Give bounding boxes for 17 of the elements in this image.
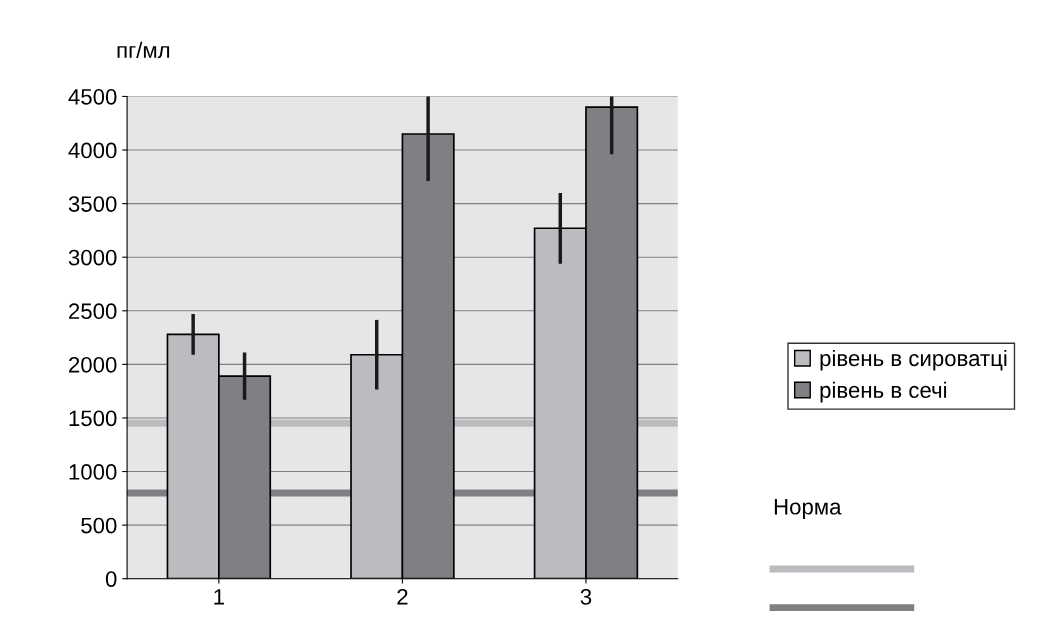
y-tick-label: 2000 (69, 356, 117, 373)
x-tick-label: 2 (397, 589, 408, 605)
y-tick-label: 1000 (69, 464, 117, 480)
y-tick-label: 3000 (68, 249, 117, 266)
y-tick-label: 2500 (69, 303, 117, 320)
legend-label: рівень в сироватці (820, 349, 1007, 371)
y-tick-label: 1500 (69, 410, 117, 427)
y-axis-title: пг/мл (117, 41, 170, 59)
y-tick-label: 3500 (68, 196, 117, 212)
text: Норма (774, 499, 842, 520)
y-tick-label: 4000 (68, 142, 117, 159)
y-tick-label: 4500 (68, 88, 117, 105)
x-tick-label: 3 (580, 589, 592, 605)
x-tick-label: 1 (214, 589, 224, 605)
y-tick-label: 500 (81, 517, 117, 534)
legend-label: рівень в сечі (820, 381, 947, 403)
y-tick-label: 0 (105, 571, 117, 587)
